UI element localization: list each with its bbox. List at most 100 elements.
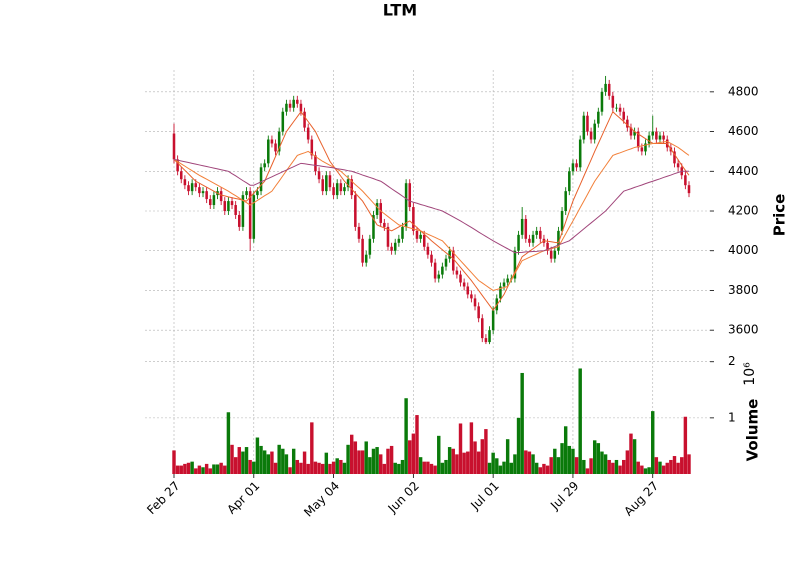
- volume-bar: [281, 448, 285, 474]
- volume-bar: [404, 398, 408, 474]
- candle-body: [368, 238, 372, 255]
- volume-bar: [625, 450, 630, 474]
- volume-bar: [600, 451, 604, 474]
- candle-body: [676, 163, 680, 168]
- candle-body: [586, 115, 589, 132]
- volume-bar: [317, 462, 321, 474]
- candle-body: [317, 171, 321, 180]
- volume-bar: [335, 458, 339, 474]
- candle-body: [571, 163, 575, 172]
- volume-bar: [476, 451, 481, 474]
- candle-body: [662, 135, 665, 140]
- volume-bar: [266, 454, 271, 474]
- volume-bar: [302, 451, 307, 474]
- candle-body: [176, 159, 179, 172]
- volume-bar: [306, 463, 310, 474]
- candle-body: [557, 230, 560, 251]
- volume-bar: [226, 412, 231, 474]
- volume-bar: [259, 445, 263, 474]
- candle-body: [582, 115, 586, 140]
- volume-bar: [241, 451, 245, 474]
- candle-body: [277, 131, 281, 152]
- candle-body: [473, 298, 477, 307]
- volume-bar: [614, 459, 619, 474]
- candle-body: [539, 230, 542, 239]
- volume-bar: [632, 439, 637, 474]
- candle-body: [179, 171, 183, 180]
- volume-bar: [672, 456, 677, 474]
- x-tick-label: May 04: [301, 479, 342, 520]
- volume-bar: [339, 459, 343, 474]
- candle-body: [259, 167, 263, 192]
- candle-body: [593, 123, 596, 140]
- candle-body: [306, 127, 310, 140]
- volume-bar: [661, 465, 666, 474]
- volume-bar: [444, 459, 448, 474]
- x-tick-label: Feb 27: [144, 479, 182, 517]
- candle-body: [513, 250, 517, 279]
- candle-body: [263, 163, 266, 168]
- x-tick-label: Jul 29: [547, 479, 581, 513]
- volume-bar: [578, 368, 582, 474]
- volume-bar: [462, 452, 466, 474]
- volume-bar: [502, 461, 506, 474]
- volume-bar: [611, 462, 615, 474]
- candle-body: [531, 234, 535, 243]
- candle-body: [201, 191, 205, 194]
- candle-body: [626, 119, 629, 128]
- volume-bar: [382, 463, 387, 474]
- volume-bar: [411, 433, 416, 474]
- volume-bar: [618, 465, 622, 474]
- candle-body: [303, 111, 306, 128]
- candle-body: [684, 175, 687, 186]
- candle-body: [372, 214, 375, 239]
- candle-body: [270, 139, 274, 144]
- volume-bar: [291, 448, 296, 474]
- candle-body: [633, 131, 636, 136]
- x-tick-label: Jun 02: [385, 479, 422, 516]
- volume-bar: [607, 459, 611, 474]
- candle-body: [267, 139, 270, 164]
- volume-bar: [669, 459, 673, 474]
- candle-body: [687, 185, 691, 194]
- volume-bar: [179, 465, 183, 474]
- volume-bar: [364, 441, 368, 474]
- volume-bar: [248, 459, 252, 474]
- candle-body: [560, 211, 564, 231]
- candle-body: [604, 83, 607, 92]
- candle-body: [655, 131, 658, 140]
- volume-bar: [219, 462, 223, 474]
- volume-bar: [346, 444, 350, 474]
- volume-bar: [574, 457, 579, 474]
- candle-body: [397, 238, 401, 243]
- candle-body: [546, 242, 549, 251]
- candle-body: [618, 107, 622, 112]
- candle-body: [310, 139, 314, 156]
- candle-body: [357, 226, 361, 239]
- volume-bar: [197, 465, 202, 474]
- volume-bar: [237, 447, 241, 474]
- candle-body: [517, 234, 520, 251]
- x-tick-label: Apr 01: [224, 479, 262, 517]
- volume-bar: [563, 426, 568, 474]
- candle-body: [390, 246, 393, 251]
- candle-body: [245, 191, 248, 196]
- candle-body: [205, 191, 208, 200]
- volume-bar: [415, 415, 419, 474]
- volume-bar: [295, 459, 300, 474]
- volume-bar: [379, 454, 383, 474]
- volume-bar: [687, 454, 691, 474]
- candle-body: [673, 151, 676, 164]
- candle-body: [314, 155, 317, 172]
- volume-bar: [680, 457, 684, 474]
- candle-body: [393, 242, 397, 251]
- volume-bar: [342, 462, 347, 474]
- candle-body: [451, 250, 455, 271]
- y-tick-label: 4200: [728, 204, 759, 218]
- volume-bar: [349, 434, 354, 474]
- volume-bar: [422, 461, 426, 474]
- volume-bar: [371, 448, 376, 474]
- candle-body: [644, 143, 647, 152]
- volume-bar: [538, 467, 543, 474]
- candle-body: [343, 187, 346, 192]
